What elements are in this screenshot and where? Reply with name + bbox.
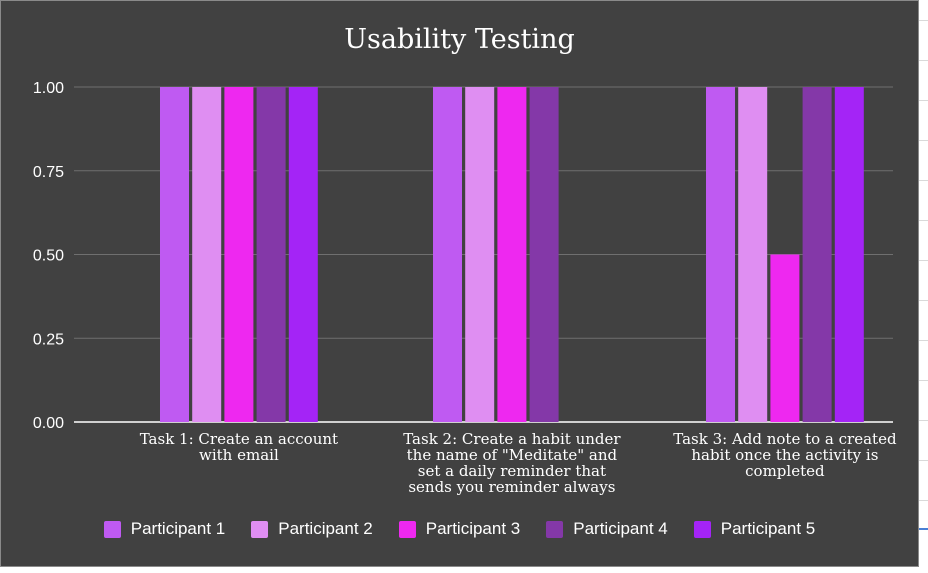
y-tick-label: 0.75 [33, 164, 64, 181]
bar [465, 87, 495, 422]
legend-label: Participant 1 [130, 519, 226, 538]
legend-label: Participant 4 [573, 519, 668, 538]
legend-swatch [398, 520, 416, 538]
bar [497, 87, 527, 422]
legend-item: Participant 5 [693, 519, 816, 539]
y-tick-label: 0.50 [33, 248, 64, 265]
bar [770, 254, 800, 422]
legend-swatch [546, 520, 564, 538]
bar [224, 87, 254, 422]
bar [288, 87, 318, 422]
x-category-line: set a daily reminder that [417, 462, 607, 480]
x-category-line: Task 2: Create a habit under [403, 430, 621, 448]
bar [256, 87, 286, 422]
legend-label: Participant 3 [425, 519, 521, 538]
legend-item: Participant 1 [103, 519, 226, 539]
chart-title: Usability Testing [344, 24, 575, 55]
bar [834, 87, 864, 422]
right-edge-strip [919, 0, 928, 573]
bar [433, 87, 462, 422]
y-tick-label: 1.00 [33, 80, 64, 97]
x-category-line: the name of "Meditate" and [406, 446, 618, 464]
x-category-line: habit once the activity is [691, 446, 879, 464]
x-category-line: completed [745, 462, 825, 480]
legend-item: Participant 3 [398, 519, 521, 539]
y-tick-label: 0.25 [33, 331, 64, 348]
bar [802, 87, 832, 422]
legend-swatch [103, 520, 121, 538]
x-category-line: Task 3: Add note to a created [673, 430, 897, 448]
x-category-label: Task 1: Create an account with email [114, 431, 364, 463]
bar [738, 87, 768, 422]
bar [192, 87, 222, 422]
bar [160, 87, 189, 422]
bar [706, 87, 735, 422]
legend-swatch [251, 520, 269, 538]
y-tick-label: 0.00 [33, 415, 64, 432]
x-category-label: Task 2: Create a habit under the name of … [387, 431, 637, 495]
x-category-line: Task 1: Create an account [139, 430, 339, 448]
legend-item: Participant 2 [251, 519, 373, 539]
chart-plot: 0.00 0.25 0.50 0.75 1.00 [33, 80, 893, 432]
x-category-line: with email [199, 446, 279, 464]
legend: Participant 1 Participant 2 Participant 3 P… [0, 519, 919, 539]
x-category-label: Task 3: Add note to a created habit once … [660, 431, 910, 479]
legend-item: Participant 4 [546, 519, 668, 539]
legend-label: Participant 2 [278, 519, 373, 538]
legend-label: Participant 5 [720, 519, 816, 538]
legend-swatch [693, 520, 711, 538]
bar [529, 87, 559, 422]
x-category-line: sends you reminder always [408, 478, 616, 496]
